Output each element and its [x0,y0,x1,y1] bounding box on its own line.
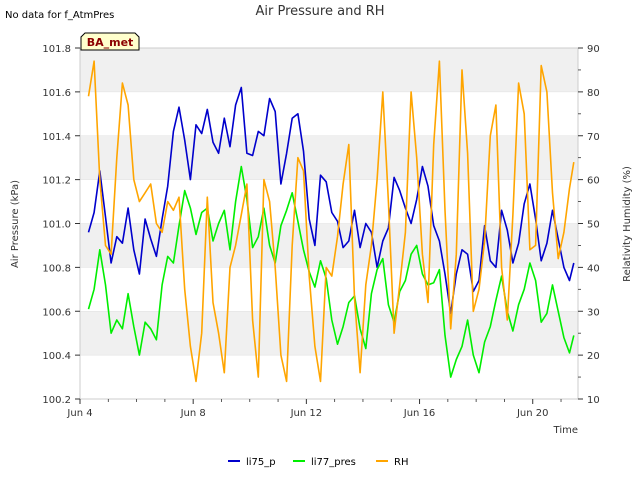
series-line-RH [87,60,575,383]
y-left-tick-label: 100.4 [42,351,71,362]
chart-title: Air Pressure and RH [255,4,384,19]
y-left-tick-label: 100.6 [42,307,71,318]
y-right-tick-label: 90 [587,44,600,55]
series-line-li77_pres [87,165,575,378]
x-axis-label: Time [553,425,578,436]
legend-label-li75_p: li75_p [246,457,276,468]
legend: li75_p li77_pres RH [228,457,408,468]
y-axis-right-label: Relativity Humidity (%) [622,166,633,282]
x-tick-label: Jun 4 [66,408,92,419]
y-right-tick-label: 40 [587,263,600,274]
y-left-tick-label: 101.8 [42,44,71,55]
grid-band [80,48,578,92]
grid-band [80,135,578,180]
y-left-tick-label: 100.2 [42,395,71,406]
grid-bands [80,48,578,400]
y-axis-left-label: Air Pressure (kPa) [10,180,21,268]
badge: BA_met [80,32,140,51]
y-axis-right: 10 20 30 40 50 60 70 80 90 [578,44,600,406]
y-axis-left: 100.2 100.4 100.6 100.8 101.0 101.2 101.4 101.6… [42,44,80,406]
y-right-tick-label: 30 [587,307,600,318]
y-left-tick-label: 101.2 [42,176,71,187]
y-right-tick-label: 50 [587,220,600,231]
series-lines [87,60,575,383]
y-right-tick-label: 60 [587,176,600,187]
y-right-tick-label: 10 [587,395,600,406]
badge-label: BA_met [87,36,134,49]
legend-label-RH: RH [394,457,408,468]
y-right-tick-label: 20 [587,351,600,362]
y-left-tick-label: 100.8 [42,263,71,274]
y-left-tick-label: 101.6 [42,88,71,99]
grid-band [80,223,578,268]
x-tick-label: Jun 20 [516,408,549,419]
badge-box [80,32,140,51]
x-axis: Jun 4 Jun 8 Jun 12 Jun 16 Jun 20 [66,399,562,419]
y-right-tick-label: 80 [587,88,600,99]
y-left-tick-label: 101.4 [42,132,71,143]
y-right-tick-label: 70 [587,132,600,143]
x-tick-label: Jun 8 [180,408,206,419]
x-tick-label: Jun 12 [290,408,323,419]
grid-band [80,311,578,356]
x-tick-label: Jun 16 [403,408,436,419]
legend-label-li77_pres: li77_pres [311,457,356,468]
y-left-tick-label: 101.0 [42,220,71,231]
no-data-note: No data for f_AtmPres [5,10,114,21]
series-line-li75_p [87,86,575,315]
